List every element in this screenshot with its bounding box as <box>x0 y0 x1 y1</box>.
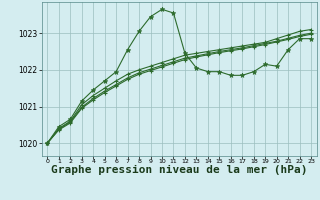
X-axis label: Graphe pression niveau de la mer (hPa): Graphe pression niveau de la mer (hPa) <box>51 165 308 175</box>
